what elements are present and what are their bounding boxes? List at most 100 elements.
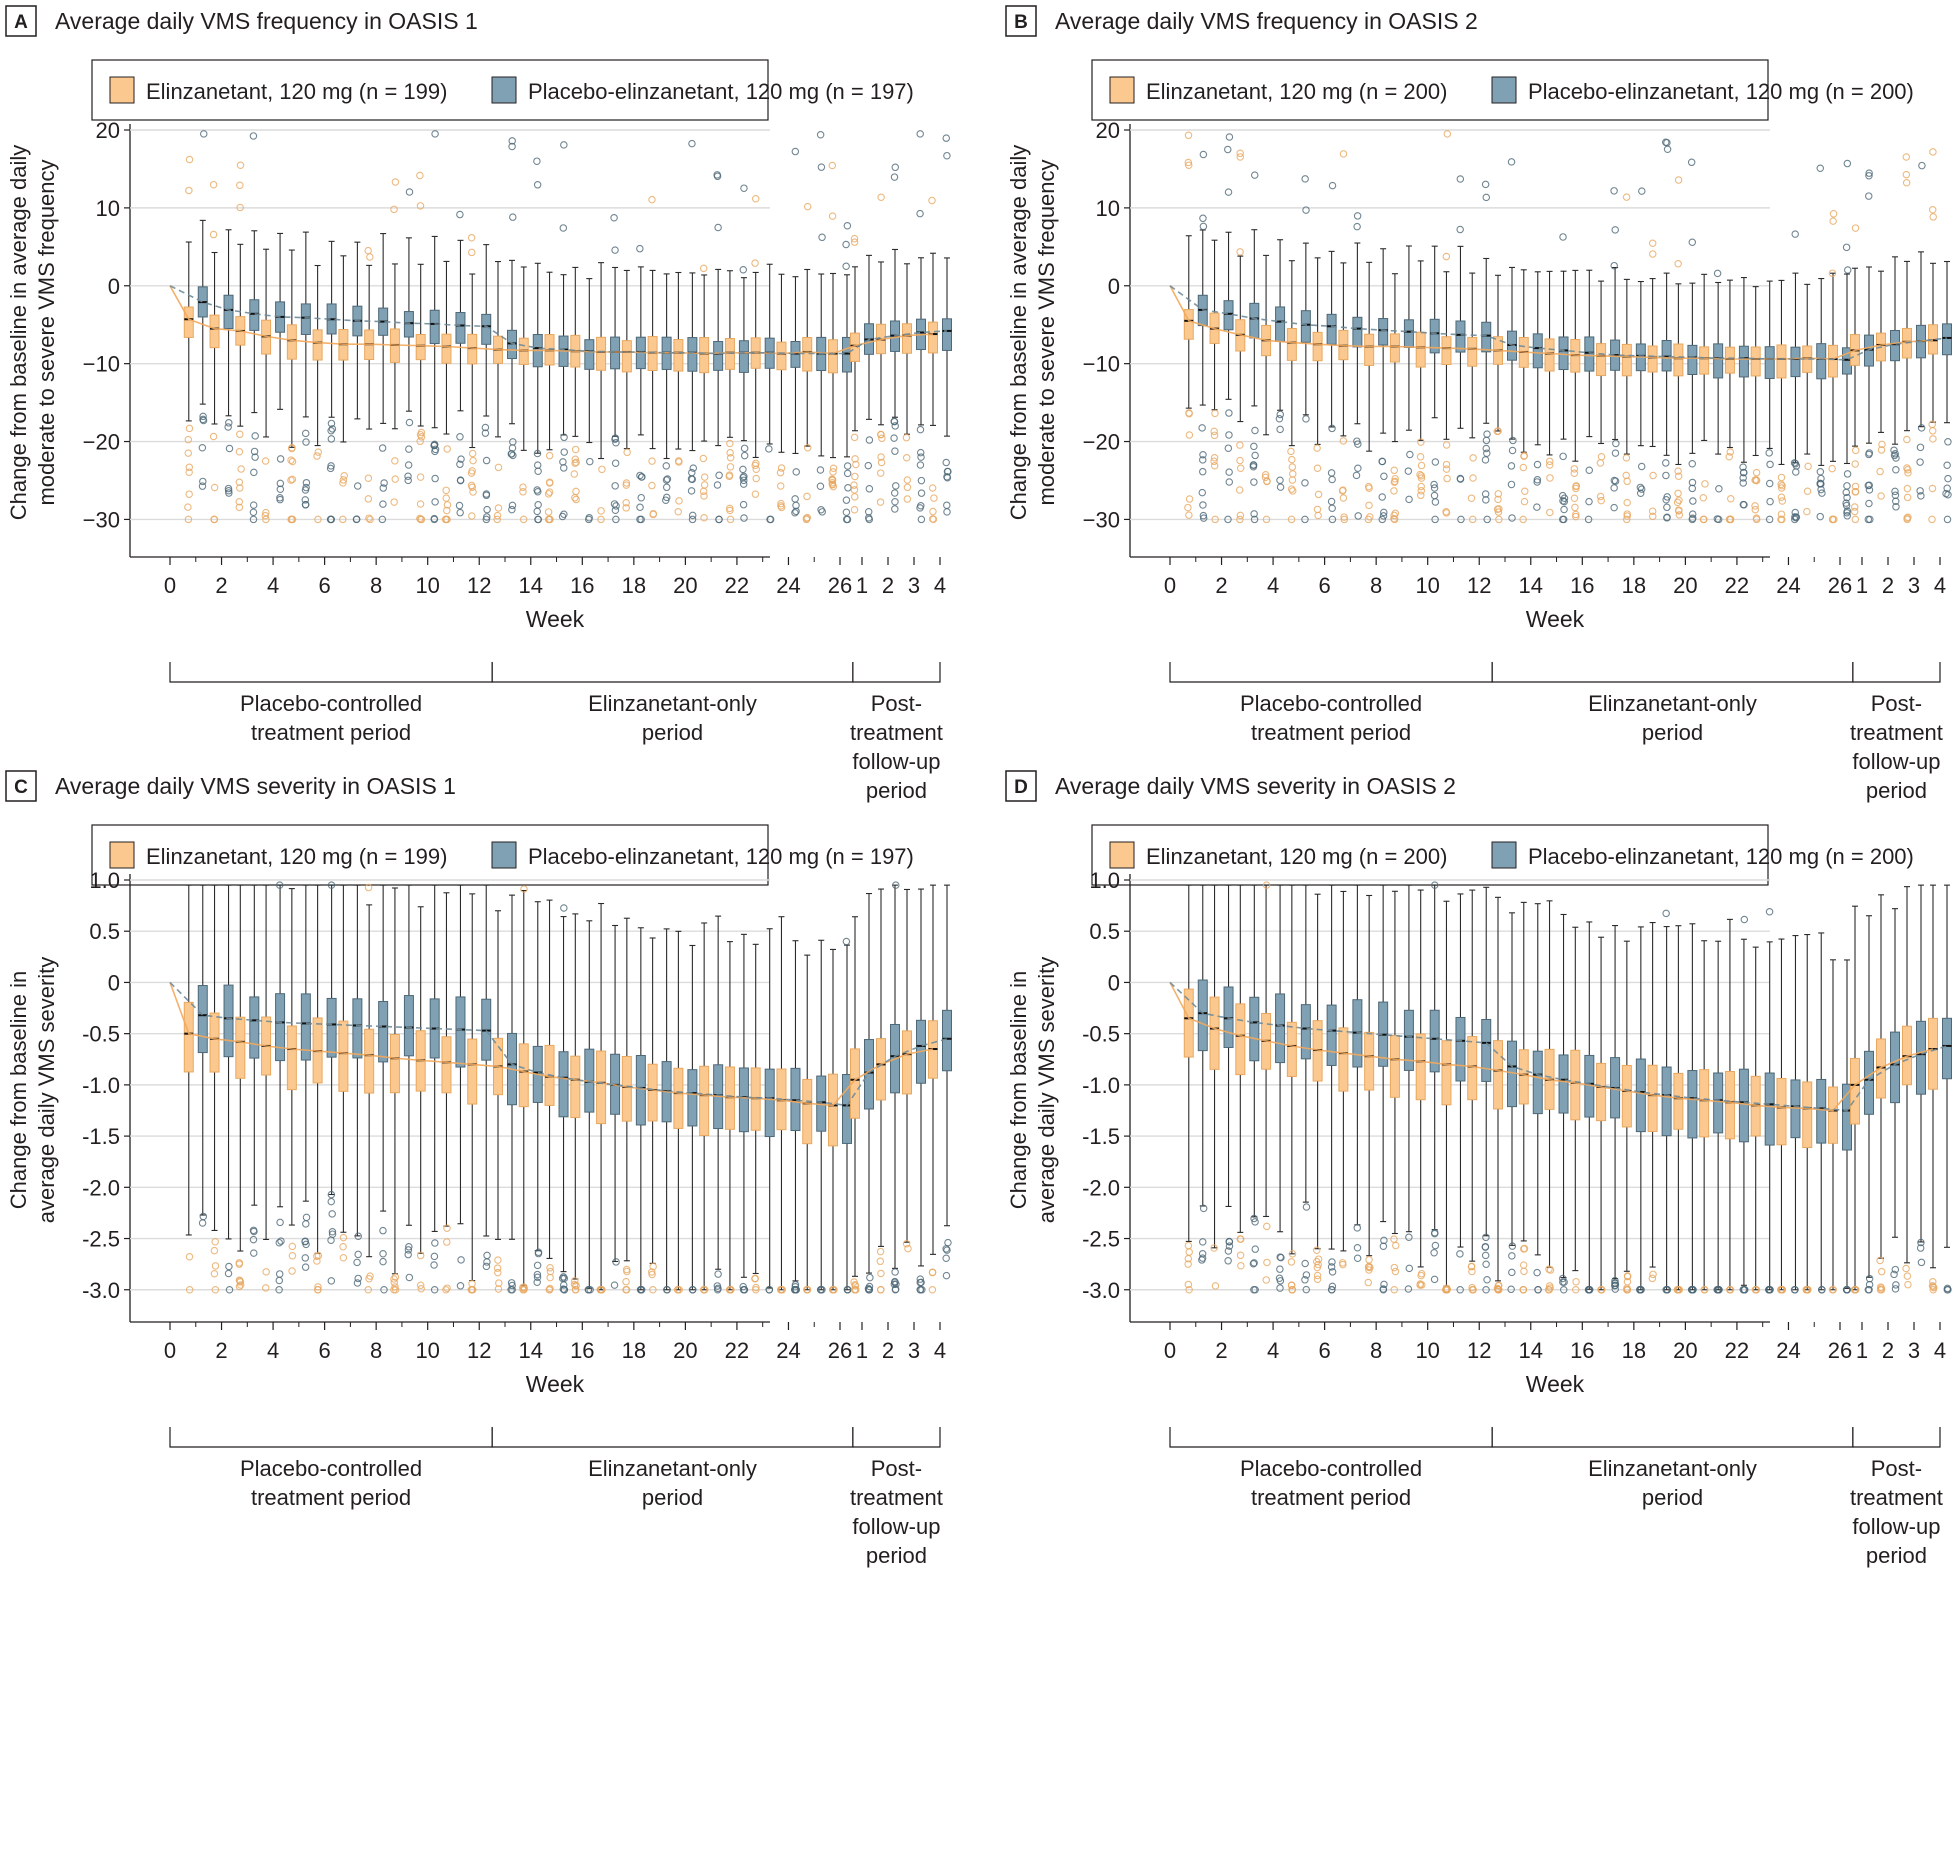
outlier-point (662, 462, 671, 470)
outlier-point (611, 246, 619, 254)
outlier-point (390, 498, 398, 506)
outlier-point (405, 418, 414, 427)
outlier-point (1443, 1285, 1452, 1294)
outlier-point (942, 1271, 951, 1280)
outlier-point (1328, 1268, 1337, 1276)
outlier-point (210, 1246, 219, 1255)
outlier-point (571, 1285, 580, 1294)
x-tick-label: 22 (1725, 573, 1749, 598)
period-label: Elinzanetant-only period (1588, 691, 1757, 745)
box-elinzanetant (312, 329, 323, 361)
y-tick-label: 0 (1108, 274, 1120, 299)
outlier-point (891, 498, 899, 506)
outlier-point (1928, 205, 1937, 214)
outlier-point (829, 1286, 837, 1294)
box-placebo (1429, 318, 1440, 354)
outlier-point (1570, 465, 1579, 473)
outlier-point (586, 457, 594, 466)
outlier-point (1276, 1253, 1284, 1261)
outlier-point (1430, 1275, 1439, 1284)
outlier-point (1353, 1254, 1362, 1263)
legend-label-elinzanetant: Elinzanetant, 120 mg (n = 199) (146, 79, 447, 104)
outlier-point (1185, 409, 1193, 418)
box-elinzanetant (1673, 343, 1684, 377)
outlier-point (1689, 497, 1697, 505)
period-label-line: Elinzanetant-only (1588, 691, 1757, 716)
box-elinzanetant (699, 1065, 710, 1136)
period-label-line: Placebo-controlled (240, 1456, 422, 1481)
outlier-point (571, 445, 580, 454)
box-placebo (1558, 336, 1569, 371)
outlier-point (842, 496, 851, 504)
outlier-point (1917, 424, 1926, 432)
outlier-point (185, 186, 193, 195)
outlier-point (494, 1256, 502, 1264)
outlier-point (1185, 1286, 1193, 1294)
box-elinzanetant (1828, 1086, 1838, 1144)
outlier-point (546, 1264, 554, 1272)
outlier-point (1943, 484, 1951, 493)
outlier-point (1405, 1264, 1414, 1273)
box-placebo (1890, 329, 1900, 362)
outlier-point (1843, 470, 1852, 478)
outlier-point (1287, 447, 1295, 456)
outlier-point (456, 476, 465, 484)
outlier-point (1648, 1274, 1657, 1283)
outlier-point (663, 475, 672, 483)
outlier-point (353, 482, 362, 490)
box-elinzanetant (1364, 333, 1375, 366)
outlier-point (1302, 415, 1310, 423)
outlier-point (1865, 172, 1873, 180)
outlier-point (1929, 1278, 1937, 1286)
panel-letter: C (14, 777, 28, 798)
outlier-point (236, 161, 245, 170)
outlier-point (1904, 469, 1912, 477)
outlier-point (209, 230, 218, 239)
outlier-point (199, 1212, 208, 1221)
outlier-point (917, 1278, 925, 1287)
outlier-point (456, 508, 464, 517)
outlier-point (1891, 449, 1899, 458)
outlier-point (1828, 464, 1836, 473)
outlier-point (890, 434, 898, 442)
outlier-point (1494, 490, 1503, 498)
outlier-point (1851, 482, 1860, 491)
outlier-point (740, 444, 749, 453)
outlier-point (1236, 511, 1245, 520)
outlier-point (851, 1281, 859, 1289)
trend-line-elinzanetant (169, 285, 934, 355)
outlier-point (1184, 1254, 1193, 1263)
outlier-point (508, 1281, 516, 1290)
outlier-point (390, 1278, 399, 1287)
box-elinzanetant (1724, 1071, 1735, 1140)
box-elinzanetant (441, 1036, 452, 1094)
outlier-point (1391, 1241, 1400, 1250)
period-label: Placebo-controlled treatment period (240, 691, 422, 745)
y-tick-label: −10 (83, 352, 120, 377)
outlier-point (1765, 449, 1773, 457)
outlier-point (611, 459, 620, 467)
outlier-point (1211, 409, 1219, 418)
x-tick-label: 2 (882, 573, 894, 598)
outlier-point (1663, 138, 1671, 147)
outlier-point (751, 461, 759, 470)
outlier-point (390, 1275, 398, 1283)
outlier-point (508, 137, 516, 145)
y-axis-label: Change from baseline in average daily VMS… (6, 957, 59, 1224)
outlier-point (211, 1262, 220, 1270)
outlier-point (249, 1226, 258, 1235)
x-tick-label: 14 (1519, 573, 1543, 598)
outlier-point (1559, 452, 1567, 461)
outlier-point (688, 468, 696, 477)
legend-swatch-placebo (1491, 841, 1517, 869)
box-elinzanetant (828, 1073, 838, 1147)
outlier-point (1339, 494, 1348, 502)
box-elinzanetant (286, 324, 297, 360)
outlier-point (249, 515, 258, 524)
outlier-point (417, 1285, 425, 1293)
outlier-point (916, 1275, 925, 1283)
outlier-point (865, 1282, 874, 1291)
outlier-point (1877, 1284, 1886, 1292)
outlier-point (1224, 1257, 1232, 1265)
x-tick-label: 26 (828, 573, 852, 598)
